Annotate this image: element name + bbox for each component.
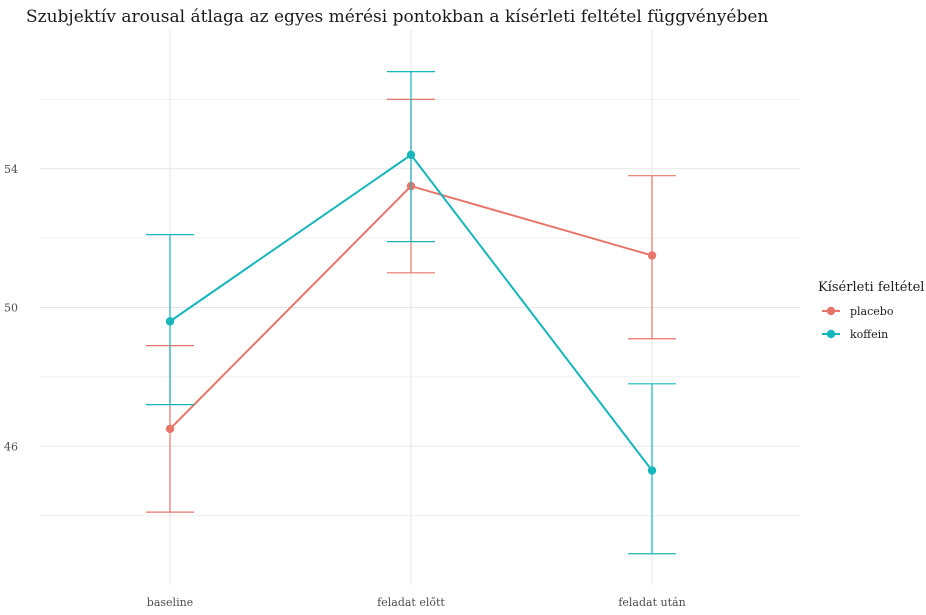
x-tick-label: feladat után [618,596,685,609]
data-point [406,150,416,160]
grid [40,30,800,585]
legend-key-point [826,306,836,316]
x-axis-ticks: baseline feladat előtt feladat után [147,596,686,609]
x-tick-label: feladat előtt [377,596,445,609]
legend-item-placebo: placebo [822,305,894,318]
x-tick-label: baseline [147,596,193,609]
y-axis-ticks: 46 50 54 [4,163,18,454]
data-point [647,466,657,475]
data-point [647,251,657,260]
legend-label: placebo [850,305,894,318]
y-tick-label: 54 [4,163,18,176]
y-tick-label: 50 [4,302,18,315]
data-point [165,317,175,326]
legend-item-koffein: koffein [822,328,888,341]
data-point [165,424,175,434]
chart-title: Szubjektív arousal átlaga az egyes mérés… [26,7,768,27]
series-koffein [146,71,676,555]
legend: Kísérleti feltétel placebo koffein [818,280,924,341]
series-group [146,71,676,555]
y-tick-label: 46 [4,440,18,453]
legend-label: koffein [850,328,888,341]
legend-key-point [826,329,836,339]
legend-title: Kísérleti feltétel [818,280,924,295]
